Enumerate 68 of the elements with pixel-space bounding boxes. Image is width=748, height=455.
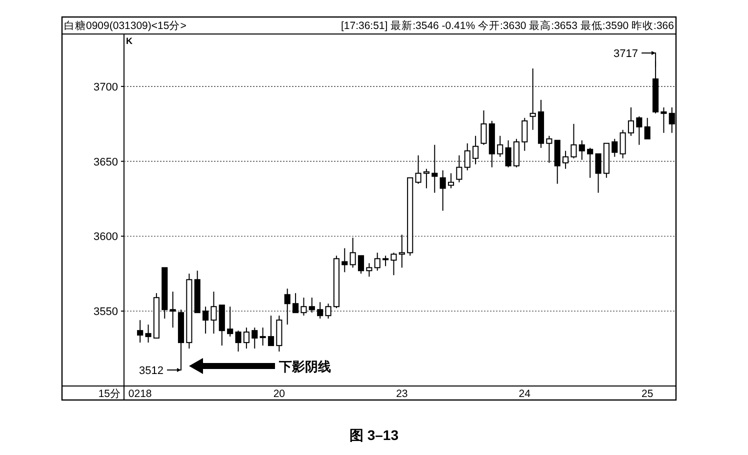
candlestick — [145, 324, 152, 344]
candlestick — [660, 106, 667, 134]
candlestick — [464, 142, 470, 171]
annotation: 3717 — [614, 48, 638, 60]
candlestick — [513, 138, 520, 168]
candlestick — [342, 248, 348, 273]
caption: 图 3–13 — [349, 427, 399, 443]
candlestick — [570, 123, 577, 159]
x-tick-label: 0218 — [128, 388, 152, 400]
chart-title: 白糖0909(031309)<15分> — [64, 19, 186, 32]
candlestick — [546, 135, 552, 164]
candlestick — [252, 327, 258, 350]
candlestick — [284, 288, 290, 326]
x-tick-label: 20 — [273, 388, 286, 400]
candlestick — [644, 117, 650, 140]
x-axis-title: 15分 — [98, 388, 121, 400]
candlestick — [620, 129, 626, 159]
candlestick — [480, 110, 487, 146]
candlestick — [202, 306, 209, 334]
candlestick — [522, 117, 528, 152]
candlestick — [382, 255, 389, 267]
candlestick — [530, 68, 536, 130]
candlestick — [628, 106, 634, 136]
candlestick — [423, 168, 430, 189]
candlestick — [505, 140, 512, 168]
candlestick — [595, 153, 602, 194]
candlestick — [317, 302, 324, 320]
candlestick — [358, 255, 364, 274]
candlestick — [472, 135, 479, 165]
candlestick — [170, 291, 176, 328]
candlestick — [432, 144, 438, 194]
y-tick-label: 3700 — [94, 81, 118, 94]
candlestick — [587, 147, 594, 178]
candlestick — [578, 140, 585, 160]
y-tick-label: 3550 — [94, 306, 118, 318]
annotation: 下影阴线 — [278, 359, 331, 374]
candlestick — [366, 262, 372, 278]
candlestick — [390, 252, 397, 276]
y-tick-label: 3650 — [94, 156, 118, 168]
candlestick — [636, 116, 642, 146]
chart-subtitle: [17:36:51] 最新:3546 -0.41% 今开:3630 最高:3653 最低:3590 昨收:366 — [340, 19, 674, 32]
candlestick — [308, 297, 315, 314]
candlestick — [456, 154, 462, 183]
candlestick — [497, 135, 504, 158]
x-tick-label: 25 — [642, 388, 654, 400]
candlestick — [374, 252, 380, 272]
candlestick — [137, 320, 144, 344]
candlestick — [350, 237, 356, 268]
candlestick — [562, 150, 569, 170]
candlestick — [292, 292, 299, 314]
candlestick — [227, 306, 234, 338]
x-tick-label: 24 — [518, 388, 531, 400]
candlestick — [235, 330, 242, 352]
candlestick — [325, 303, 332, 320]
candlestick — [448, 172, 454, 189]
candlestick — [210, 291, 217, 334]
candlestick — [268, 315, 274, 346]
candlestick — [243, 327, 250, 350]
candlestick — [398, 234, 405, 268]
candlestick — [415, 154, 422, 184]
x-tick-label: 23 — [396, 388, 408, 400]
annotation: K — [126, 36, 133, 46]
candlestick — [260, 327, 266, 346]
candlestick — [300, 297, 307, 316]
candlestick — [440, 170, 446, 212]
annotation: 3512 — [139, 365, 164, 378]
y-tick-label: 3600 — [94, 231, 118, 244]
candlestick — [612, 138, 618, 158]
